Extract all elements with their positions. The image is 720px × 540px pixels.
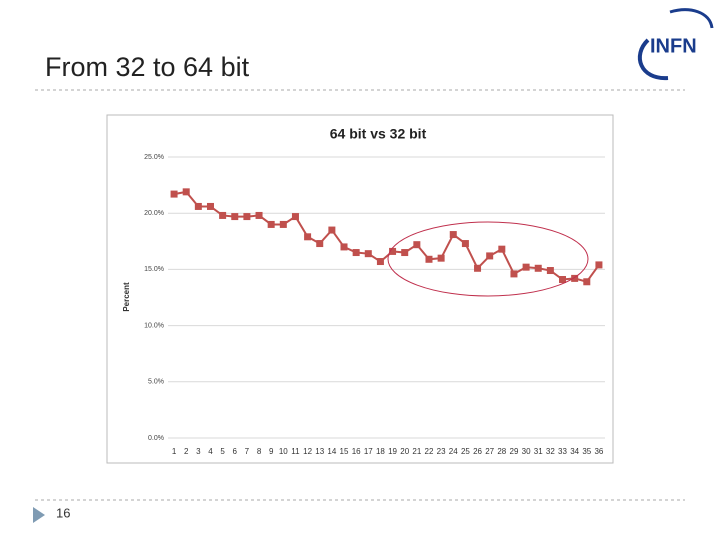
chart-frame <box>106 114 614 464</box>
y-tick-label: 10.0% <box>144 322 164 329</box>
x-tick-label: 20 <box>400 447 409 456</box>
x-tick-label: 32 <box>546 447 555 456</box>
marker <box>231 213 239 221</box>
x-tick-label: 1 <box>172 447 177 456</box>
x-tick-label: 33 <box>558 447 567 456</box>
marker <box>595 261 603 269</box>
x-tick-label: 10 <box>279 447 288 456</box>
marker <box>243 213 251 221</box>
x-tick-label: 26 <box>473 447 482 456</box>
y-tick-label: 25.0% <box>144 154 164 161</box>
marker <box>291 213 299 221</box>
marker <box>219 211 227 219</box>
x-tick-label: 34 <box>570 447 579 456</box>
marker <box>279 220 287 228</box>
marker <box>376 258 384 266</box>
x-tick-label: 14 <box>327 447 336 456</box>
marker <box>546 267 554 275</box>
x-tick-label: 28 <box>497 447 506 456</box>
x-tick-label: 8 <box>257 447 262 456</box>
marker <box>437 254 445 262</box>
marker <box>474 264 482 272</box>
y-tick-label: 15.0% <box>144 266 164 273</box>
x-tick-label: 5 <box>220 447 225 456</box>
marker <box>522 263 530 271</box>
x-tick-label: 16 <box>352 447 361 456</box>
chart-title: 64 bit vs 32 bit <box>330 126 427 142</box>
x-tick-label: 31 <box>534 447 543 456</box>
marker <box>559 276 567 284</box>
x-tick-label: 25 <box>461 447 470 456</box>
y-tick-label: 0.0% <box>148 435 164 442</box>
x-tick-label: 2 <box>184 447 189 456</box>
marker <box>583 278 591 286</box>
marker <box>316 240 324 248</box>
x-tick-label: 27 <box>485 447 494 456</box>
logo-arc <box>669 8 714 29</box>
x-tick-label: 9 <box>269 447 274 456</box>
marker <box>534 264 542 272</box>
x-tick-label: 17 <box>364 447 373 456</box>
x-tick-label: 6 <box>233 447 238 456</box>
page-number: 16 <box>56 505 70 520</box>
y-tick-label: 20.0% <box>144 210 164 217</box>
slide-title: From 32 to 64 bit <box>45 52 250 82</box>
plot: 0.0%5.0%10.0%15.0%20.0%25.0%1 2 3 4 5 6 7 8 9 10 1… <box>144 154 605 456</box>
marker <box>449 231 457 239</box>
x-tick-label: 19 <box>388 447 397 456</box>
x-tick-label: 12 <box>303 447 312 456</box>
x-tick-label: 13 <box>315 447 324 456</box>
highlight-ellipse <box>387 221 589 297</box>
marker <box>194 202 202 210</box>
marker <box>510 270 518 278</box>
x-tick-label: 3 <box>196 447 201 456</box>
x-tick-label: 24 <box>449 447 458 456</box>
marker <box>401 249 409 257</box>
x-tick-label: 21 <box>412 447 421 456</box>
marker <box>340 243 348 251</box>
marker <box>328 226 336 234</box>
marker <box>170 190 178 198</box>
marker <box>425 255 433 263</box>
x-tick-label: 11 <box>291 447 300 456</box>
marker <box>571 274 579 282</box>
marker <box>413 241 421 249</box>
marker <box>486 252 494 260</box>
x-tick-label: 30 <box>522 447 531 456</box>
marker <box>461 240 469 248</box>
logo-arc <box>637 38 669 81</box>
x-tick-label: 15 <box>340 447 349 456</box>
marker <box>206 202 214 210</box>
bullet <box>33 507 45 523</box>
marker <box>255 211 263 219</box>
x-tick-label: 7 <box>245 447 250 456</box>
x-tick-label: 4 <box>208 447 213 456</box>
x-tick-label: 18 <box>376 447 385 456</box>
marker <box>267 220 275 228</box>
marker <box>182 188 190 196</box>
y-axis-label: Percent <box>122 282 131 312</box>
x-tick-label: 22 <box>425 447 434 456</box>
x-tick-label: 29 <box>510 447 519 456</box>
logo: INFN <box>650 35 697 57</box>
marker <box>352 249 360 257</box>
marker <box>364 250 372 258</box>
marker <box>389 247 397 255</box>
marker <box>498 245 506 253</box>
x-tick-label: 35 <box>582 447 591 456</box>
x-tick-label: 36 <box>594 447 603 456</box>
y-tick-label: 5.0% <box>148 379 164 386</box>
marker <box>304 233 312 241</box>
x-tick-label: 23 <box>437 447 446 456</box>
